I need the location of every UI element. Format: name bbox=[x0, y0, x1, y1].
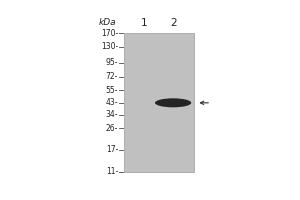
Bar bbox=[124, 33, 194, 172]
Text: 2: 2 bbox=[170, 18, 176, 28]
Text: 17-: 17- bbox=[106, 145, 118, 154]
Text: 43-: 43- bbox=[106, 98, 118, 107]
Text: 26-: 26- bbox=[106, 124, 118, 133]
Text: kDa: kDa bbox=[99, 18, 116, 27]
Text: 130-: 130- bbox=[101, 42, 118, 51]
Text: 1: 1 bbox=[140, 18, 147, 28]
Text: 95-: 95- bbox=[106, 58, 118, 67]
Text: 72-: 72- bbox=[106, 72, 118, 81]
Ellipse shape bbox=[155, 98, 191, 107]
Text: 170-: 170- bbox=[101, 29, 118, 38]
Text: 55-: 55- bbox=[106, 86, 118, 95]
Text: 34-: 34- bbox=[106, 110, 118, 119]
Text: 11-: 11- bbox=[106, 167, 118, 176]
